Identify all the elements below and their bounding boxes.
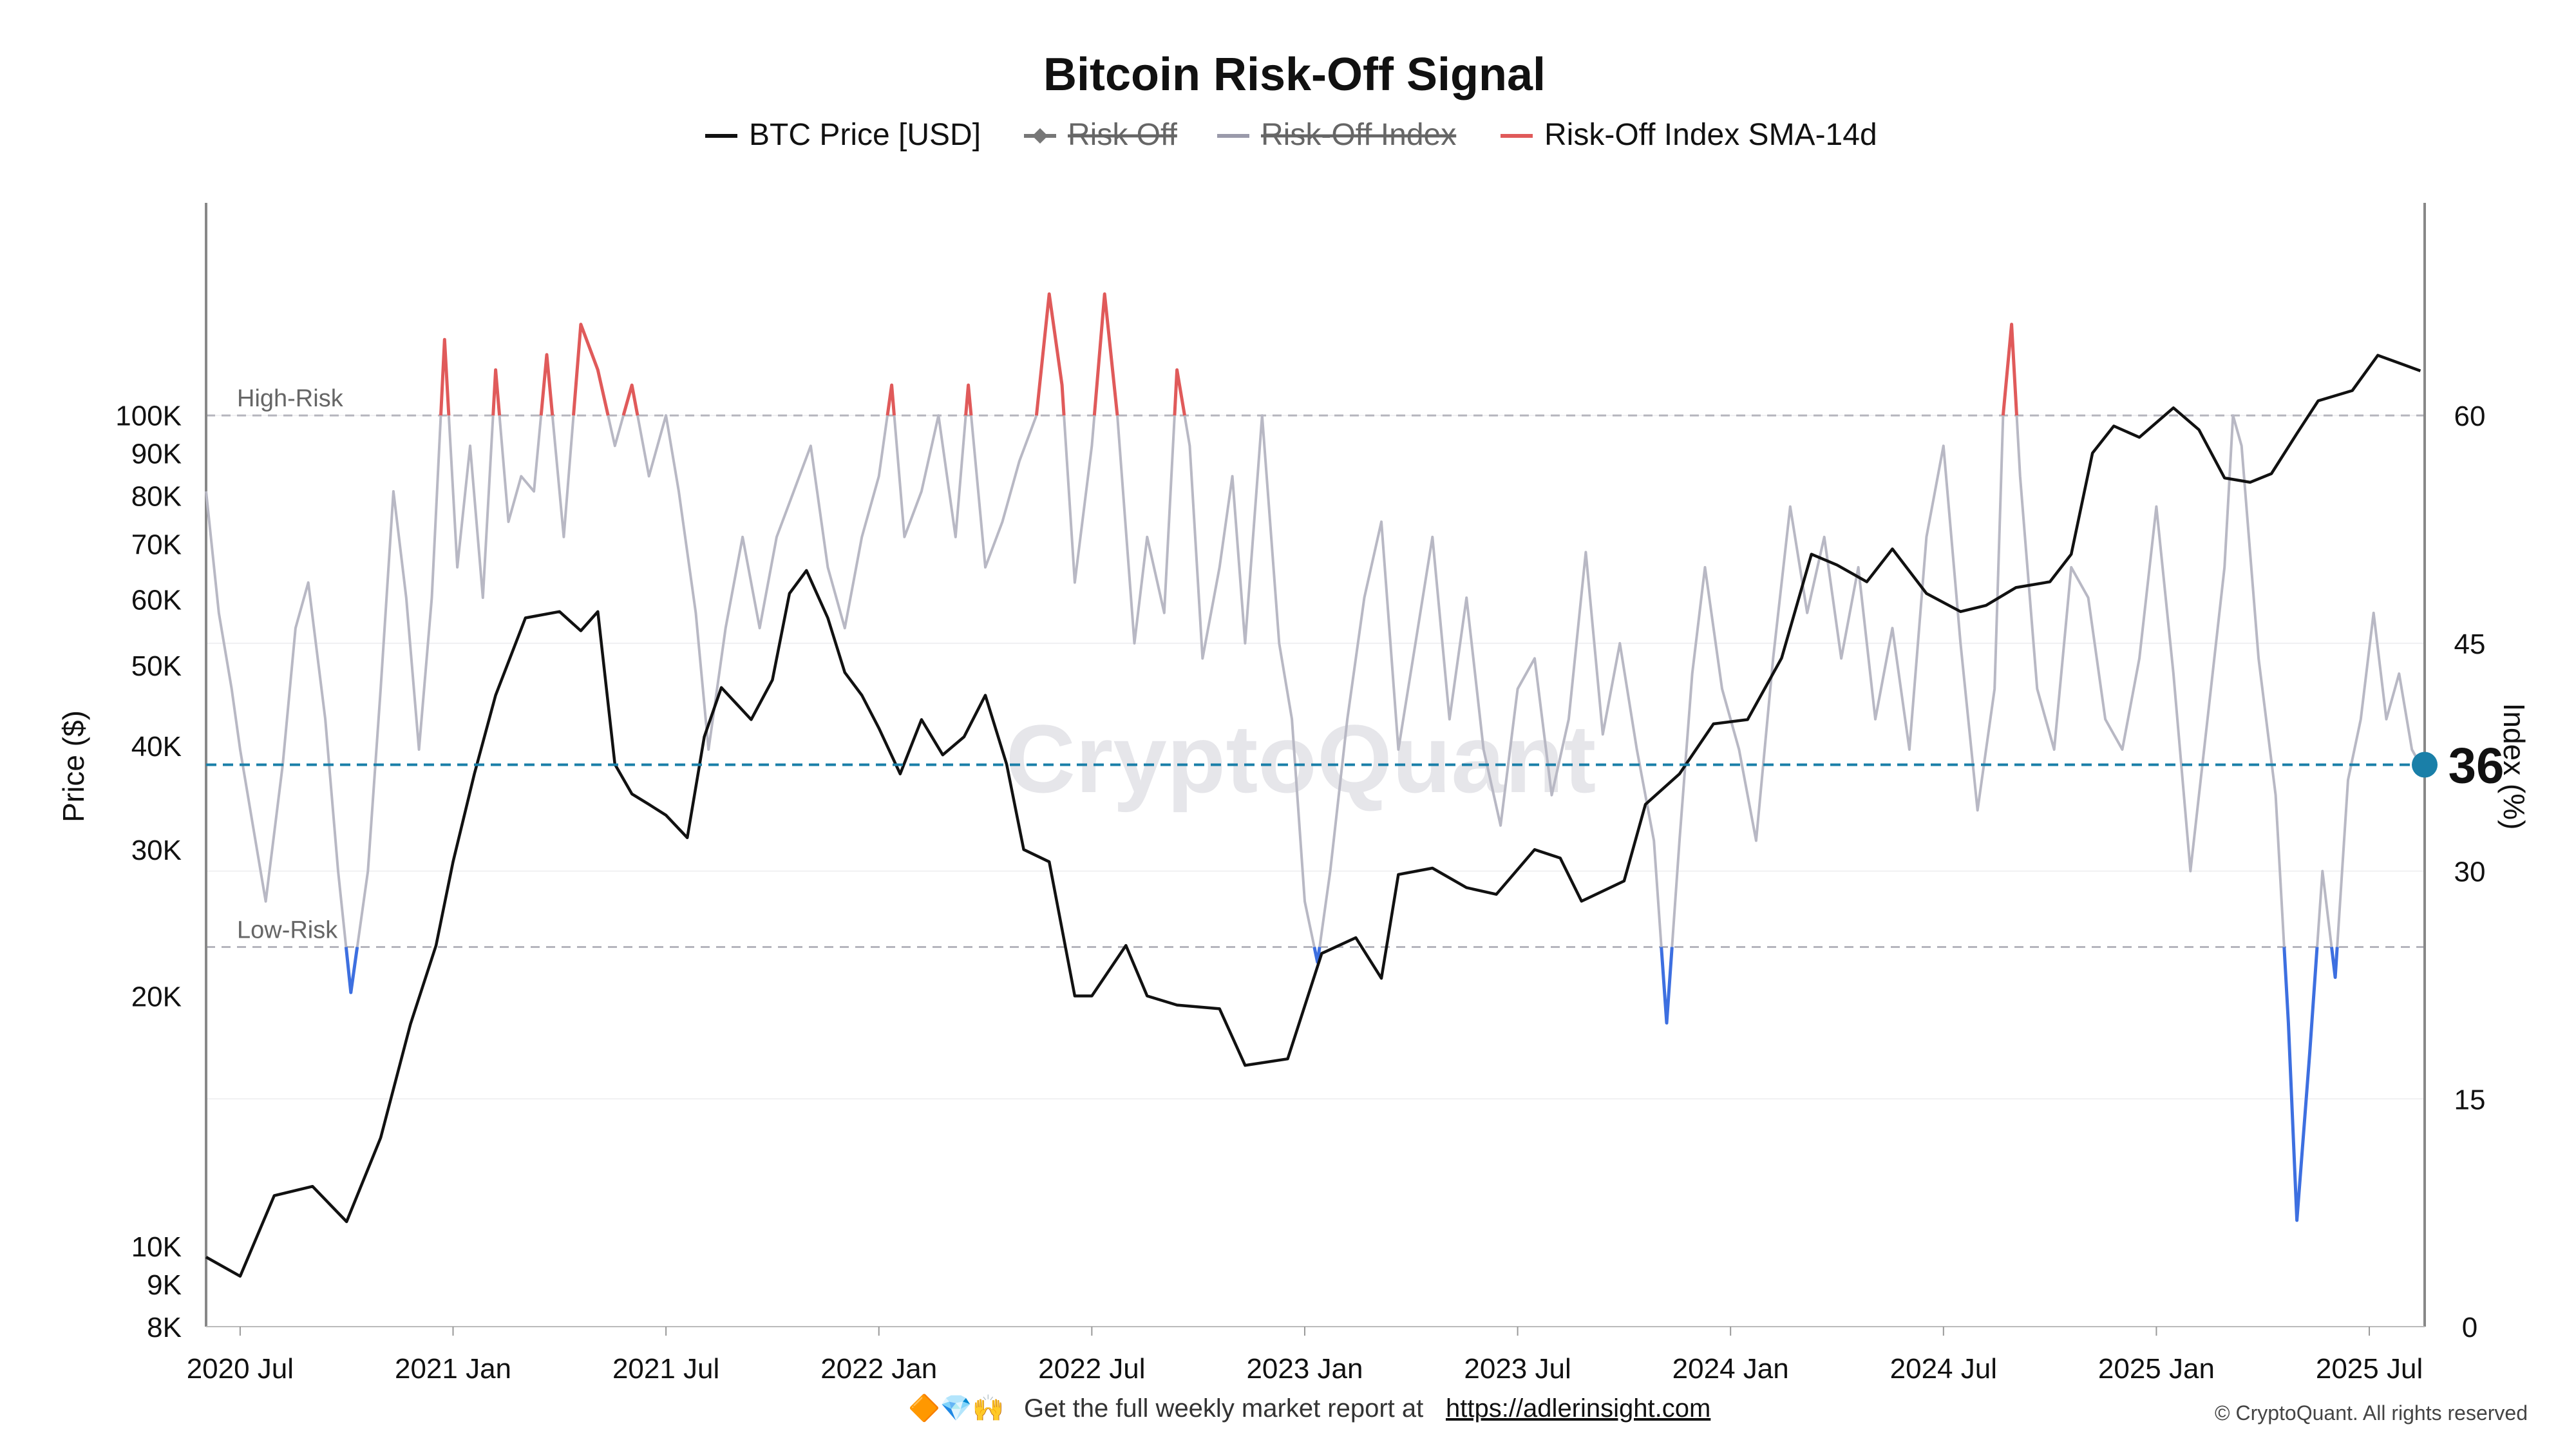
high-risk-segment [439,337,451,416]
y-left-tick-label: 30K [131,835,182,866]
legend-item[interactable]: Risk Off [1024,118,1177,152]
footer-text: Get the full weekly market report at [1024,1394,1423,1423]
low-risk-segment [1660,947,1674,1025]
chart-title: Bitcoin Risk-Off Signal [1043,49,1546,100]
x-tick-label: 2022 Jan [820,1353,937,1385]
reference-lines: High-Risk Low-Risk [206,385,2425,948]
y-left-title: Price ($) [57,710,90,822]
high-risk-segment [886,383,896,416]
y-left-tick-label: 8K [147,1312,182,1343]
x-tick-label: 2023 Jan [1246,1353,1363,1385]
legend-item[interactable]: Risk-Off Index SMA-14d [1501,118,1877,152]
y-left-tick-label: 60K [131,585,182,616]
reference-label: High-Risk [237,385,344,412]
high-risk-segment [964,383,973,416]
y-left-tick-label: 80K [131,480,182,512]
high-risk-segment [1092,292,1119,416]
x-tick-label: 2020 Jul [187,1353,294,1385]
y-left-tick-label: 100K [115,400,182,431]
btc-price-line [205,354,2421,1278]
x-tick-label: 2024 Jul [1890,1353,1997,1385]
gridlines [206,415,2425,1100]
risk-off-sma-line [205,292,2422,1222]
series-group [205,292,2422,1278]
y-right-tick-label: 0 [2462,1312,2477,1343]
y-left-tick-label: 9K [147,1269,182,1301]
y-right-tick-label: 45 [2454,629,2486,660]
x-tick-label: 2024 Jan [1672,1353,1789,1385]
reference-label: Low-Risk [237,916,338,943]
y-right-tick-label: 30 [2454,857,2486,888]
legend-item[interactable]: BTC Price [USD] [705,118,981,152]
low-risk-segment [2330,947,2339,980]
legend-item[interactable]: Risk-Off Index [1217,118,1456,152]
x-tick-label: 2023 Jul [1464,1353,1571,1385]
axis-ticks: 2020 Jul 2021 Jan 2021 Jul 2022 Jan 2022 Jul… [115,400,2485,1385]
high-risk-segment [621,383,639,416]
legend-label: Risk-Off Index [1261,118,1456,152]
watermark: CryptoQuant [1006,705,1596,813]
legend: BTC Price [USD] Risk Off Risk-Off Index Ris… [705,118,1877,152]
y-left-tick-label: 40K [131,731,182,762]
high-risk-segment [491,368,502,416]
high-risk-segment [1034,292,1066,416]
legend-diamond-icon [1032,128,1048,144]
legend-label: Risk-Off Index SMA-14d [1544,118,1877,152]
copyright: © CryptoQuant. All rights reserved [2215,1401,2528,1425]
x-tick-label: 2022 Jul [1038,1353,1145,1385]
low-risk-segment [2282,947,2319,1222]
y-left-tick-label: 10K [131,1231,182,1263]
y-right-tick-label: 60 [2454,401,2486,432]
high-risk-segment [572,323,610,416]
y-left-tick-label: 50K [131,650,182,682]
x-tick-label: 2025 Jan [2098,1353,2215,1385]
y-left-tick-label: 70K [131,529,182,560]
x-tick-label: 2021 Jan [395,1353,511,1385]
high-risk-segment [539,353,554,416]
high-risk-segment [1173,368,1186,416]
current-level: 36 [206,737,2504,794]
y-left-tick-label: 90K [131,438,182,469]
footer-link[interactable]: https://adlerinsight.com [1446,1394,1710,1423]
current-level-dot [2412,752,2438,778]
x-tick-label: 2025 Jul [2316,1353,2423,1385]
low-risk-segment [344,947,359,994]
footer-emojis: 🔶💎🙌 [908,1393,1004,1423]
y-right-title: Index (%) [2497,703,2531,830]
legend-label: BTC Price [USD] [749,118,981,152]
legend-label: Risk Off [1068,118,1177,152]
high-risk-segment [2001,323,2018,416]
y-left-tick-label: 20K [131,981,182,1012]
x-tick-label: 2021 Jul [612,1353,719,1385]
current-level-value: 36 [2448,737,2505,794]
y-right-tick-label: 15 [2454,1084,2486,1115]
